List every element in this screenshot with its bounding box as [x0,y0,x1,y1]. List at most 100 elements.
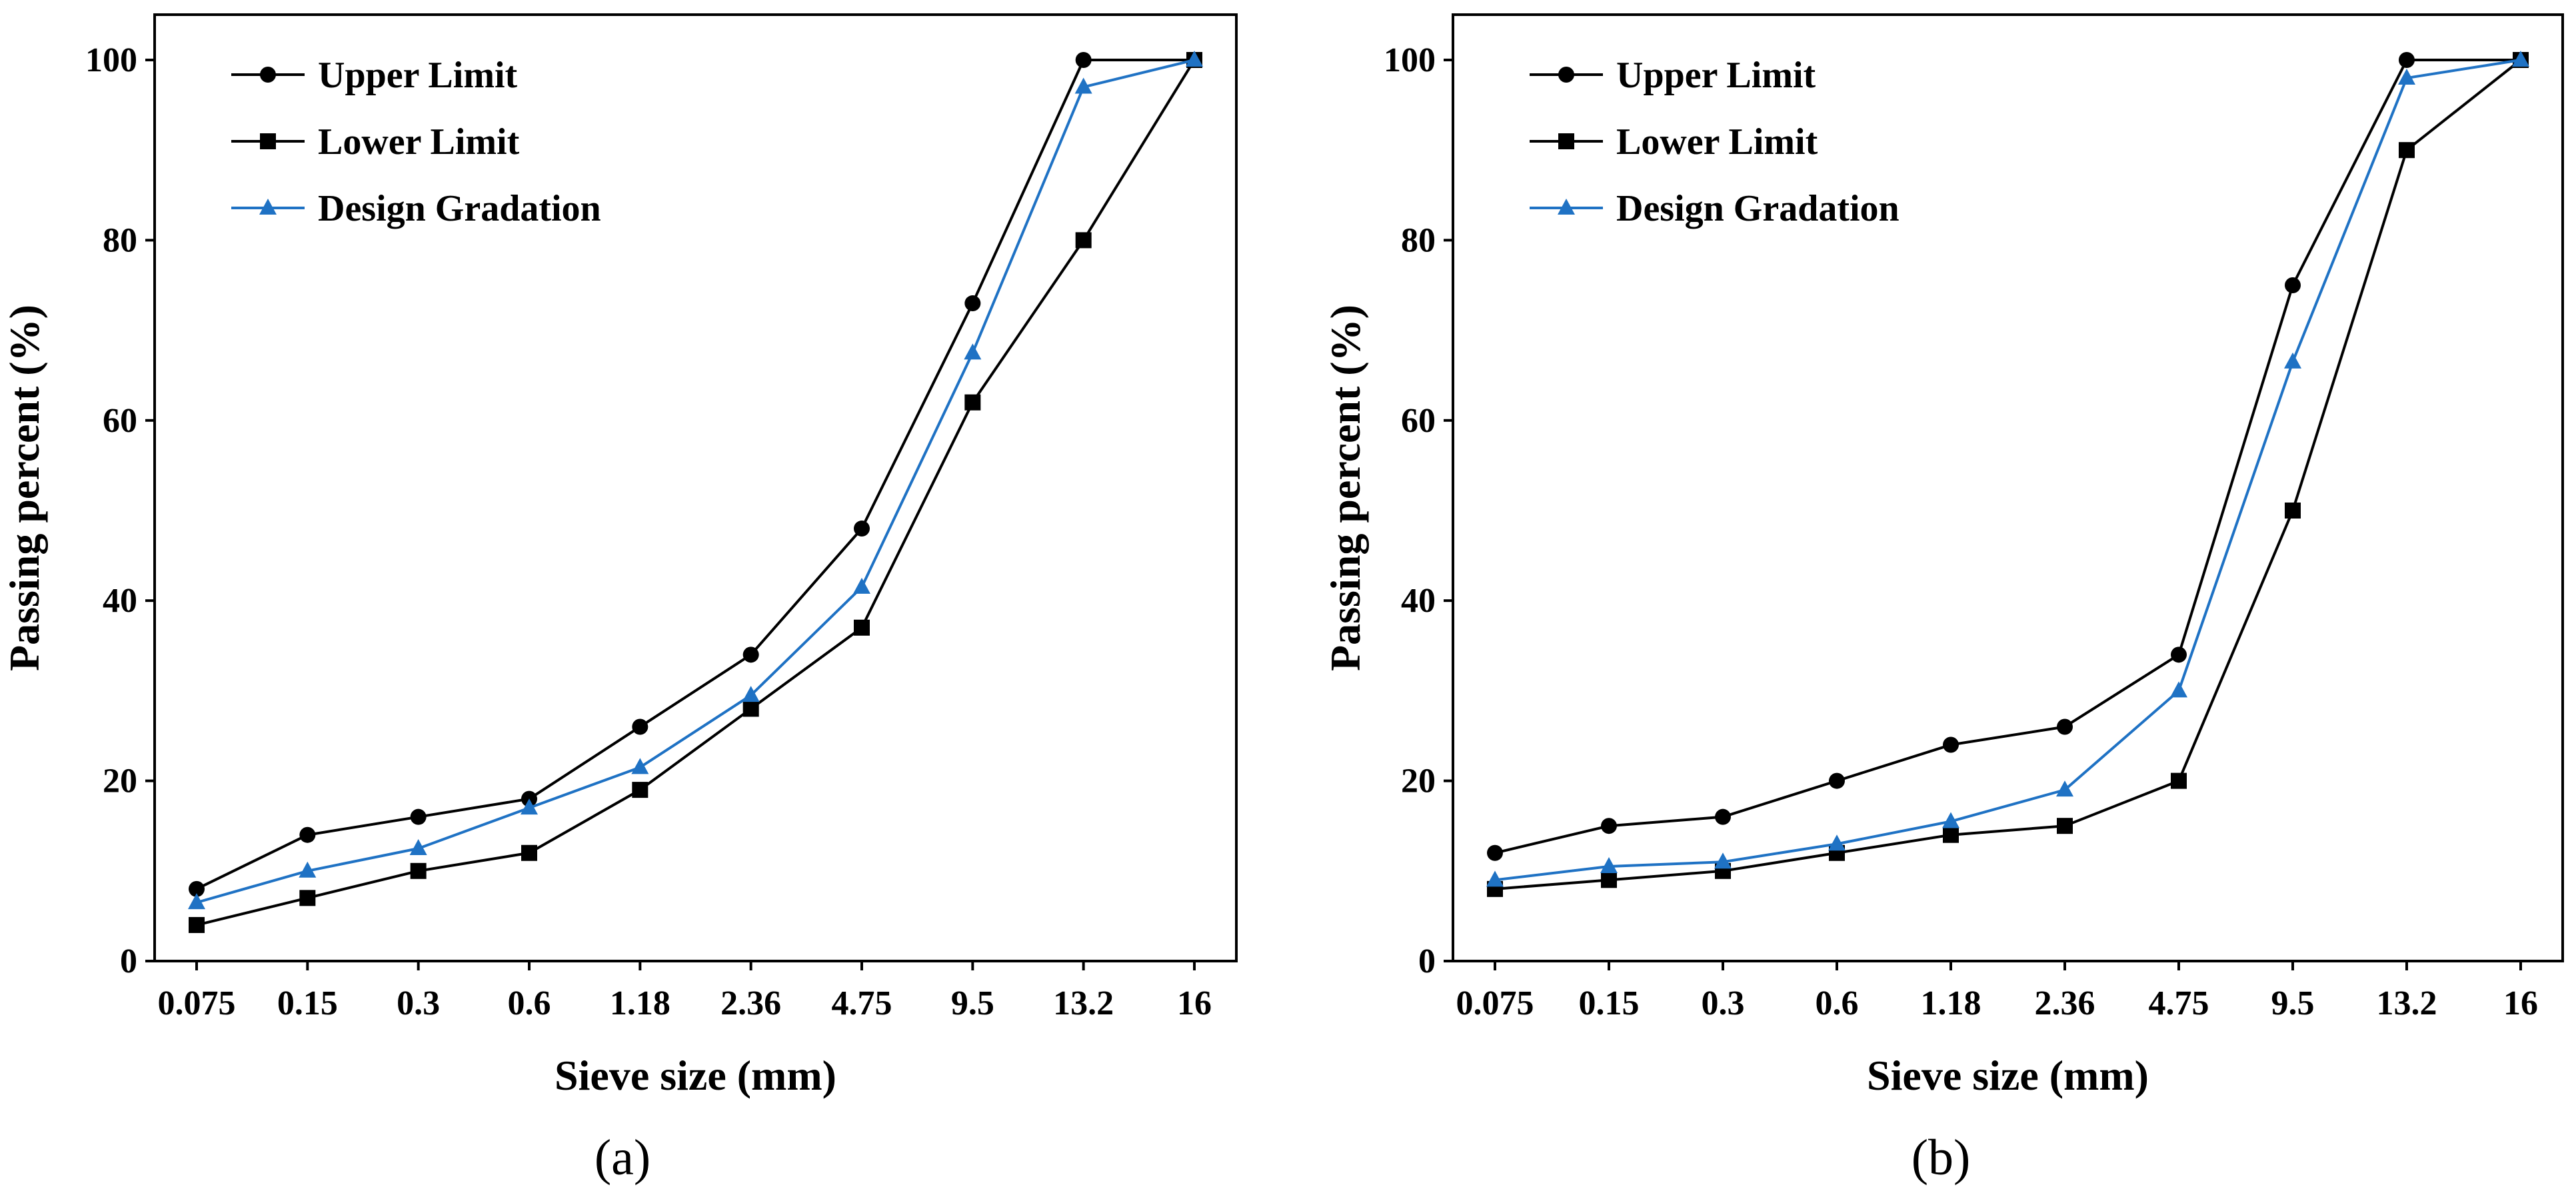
data-point [964,343,982,360]
x-tick-label: 13.2 [2377,984,2437,1022]
data-point [2171,772,2187,789]
data-point [2171,646,2187,663]
x-tick-label: 0.075 [1456,984,1534,1022]
data-point [410,808,427,825]
legend-marker [1558,133,1574,149]
data-point [521,798,538,815]
series-line [1494,59,2521,854]
data-point [2398,69,2415,85]
data-point [1487,844,1503,861]
legend-marker [259,199,277,215]
legend-label: Upper Limit [318,55,518,96]
y-tick-label: 0 [1418,942,1436,980]
x-tick-label: 0.3 [1702,984,1745,1022]
y-tick-label: 40 [1401,582,1436,620]
data-point [1186,51,1203,67]
data-point [2170,681,2187,698]
x-tick-label: 0.15 [277,984,338,1022]
chart-panel-a: 0 20 40 60 80 100 0.075 0.15 0.3 0.6 1.18 2.36 4.75 9… [1,13,1238,1186]
data-point [1601,872,1617,888]
data-point [1486,870,1504,887]
x-tick-label: 1.18 [610,984,670,1022]
legend-label: Upper Limit [1616,55,1816,96]
x-tick-label: 9.5 [951,984,994,1022]
data-point [1828,834,1846,851]
data-point [2512,51,2529,67]
x-tick-label: 0.075 [158,984,236,1022]
legend-marker [260,67,276,83]
y-tick-label: 80 [103,221,137,259]
series-line [196,59,1196,926]
data-point [2399,52,2415,68]
legend-marker [1558,67,1574,83]
x-tick-label: 0.6 [1816,984,1859,1022]
data-point [2056,780,2073,797]
data-point [1943,736,1959,753]
series-line [1494,59,2521,882]
data-point [521,844,537,861]
legend-label: Design Gradation [1616,188,1900,229]
data-point [632,718,648,735]
data-point [964,394,981,411]
data-point [742,646,759,663]
data-point [1075,52,1092,68]
legend-label: Lower Limit [1616,121,1818,163]
legend-label: Lower Limit [318,121,520,163]
legend-marker [260,133,276,149]
legend: Upper Limit Lower Limit Design Gradation [1530,55,1900,229]
y-tick-label: 80 [1401,221,1436,259]
x-tick-label: 0.15 [1579,984,1640,1022]
y-tick-label: 60 [103,402,137,440]
y-axis-title: Passing percent (%) [1322,305,1369,671]
x-tick-label: 2.36 [2035,984,2095,1022]
series-design-gradation [1486,51,2529,887]
x-tick-label: 16 [1177,984,1212,1022]
x-tick-label: 4.75 [832,984,892,1022]
legend: Upper Limit Lower Limit Design Gradation [231,55,601,229]
data-point [299,890,316,906]
y-tick-label: 20 [1401,762,1436,800]
plot-frame [153,13,1238,962]
data-point [853,577,870,594]
data-point [189,916,205,933]
x-tick-label: 4.75 [2149,984,2209,1022]
data-point [299,826,316,843]
y-tick-label: 100 [1384,41,1436,79]
y-tick-label: 20 [103,762,137,800]
x-tick-label: 0.3 [397,984,440,1022]
data-point [742,700,759,717]
data-point [2284,352,2301,369]
panel-caption: (b) [1912,1130,1971,1186]
y-tick-label: 60 [1401,402,1436,440]
data-point [1074,77,1092,94]
data-point [299,861,317,878]
panel-caption: (a) [595,1130,650,1186]
data-point [409,839,427,855]
x-tick-label: 9.5 [2271,984,2315,1022]
data-point [854,521,870,537]
data-point [964,295,981,312]
data-point [742,686,760,702]
x-tick-label: 2.36 [720,984,781,1022]
series-line [196,59,1195,904]
data-point [189,880,205,897]
x-axis-title: Sieve size (mm) [555,1052,836,1099]
legend-marker [1558,199,1575,215]
data-point [632,782,648,798]
data-point [1714,852,1732,869]
x-tick-label: 13.2 [1053,984,1114,1022]
data-point [1601,818,1617,834]
x-axis-title: Sieve size (mm) [1867,1052,2149,1099]
data-point [410,862,427,879]
chart-panel-b: 0 20 40 60 80 100 0.075 0.15 0.3 0.6 1.18 2.36 4.75 9… [1322,13,2564,1186]
y-tick-label: 0 [120,942,137,980]
data-point [1942,812,1959,828]
x-tick-label: 16 [2503,984,2538,1022]
x-tick-label: 1.18 [1921,984,1981,1022]
legend-label: Design Gradation [318,188,601,229]
data-point [854,619,870,636]
data-point [1715,808,1731,825]
data-point [2057,818,2073,834]
y-tick-label: 100 [85,41,137,79]
